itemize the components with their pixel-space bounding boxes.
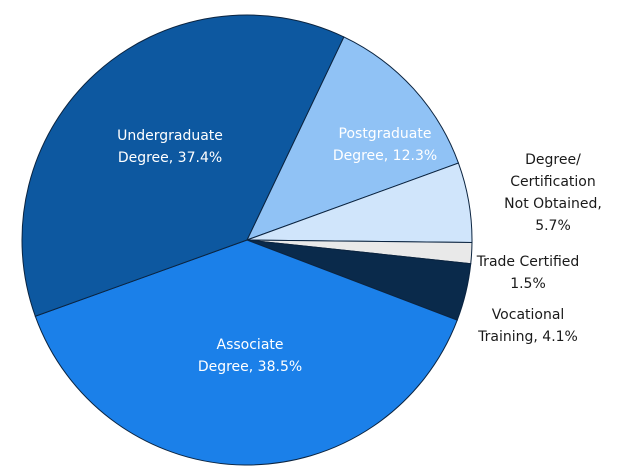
slice-label: Vocational [492,307,565,323]
slice-label: Undergraduate [117,128,223,144]
slice-label: Degree, 12.3% [333,148,437,164]
slice-label: 1.5% [510,276,546,292]
slice-label: Degree/ [525,152,581,168]
slice-label: Training, 4.1% [477,329,578,345]
slice-label: Degree, 37.4% [118,150,222,166]
pie-slice [34,239,458,466]
slice-label: 5.7% [535,218,571,234]
slice-label: Not Obtained, [504,196,602,212]
slice-label: Postgraduate [339,126,432,142]
pie-slice [246,36,460,241]
slice-label: Trade Certified [476,254,580,270]
slice-label: Degree, 38.5% [198,359,302,375]
slice-label: Certification [510,174,595,190]
pie-slice [21,14,345,317]
slice-label: Associate [217,337,284,353]
